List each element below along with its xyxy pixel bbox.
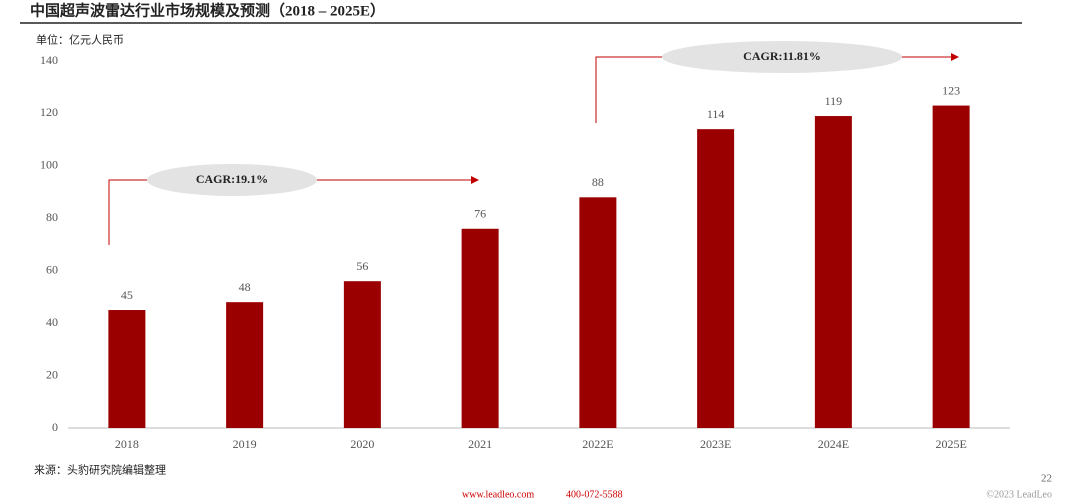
value-label: 123 xyxy=(942,83,960,97)
y-tick-label: 140 xyxy=(40,53,58,67)
bar xyxy=(343,281,381,428)
value-label: 114 xyxy=(707,107,725,121)
bar xyxy=(814,116,852,429)
x-tick-label: 2024E xyxy=(818,437,849,451)
value-label: 48 xyxy=(239,280,251,294)
value-label: 119 xyxy=(825,94,843,108)
cagr-ellipse xyxy=(147,164,317,196)
cagr-label: CAGR:19.1% xyxy=(196,172,268,186)
x-tick-label: 2022E xyxy=(582,437,613,451)
x-tick-label: 2019 xyxy=(233,437,257,451)
bar xyxy=(108,310,146,428)
unit-label: 单位：亿元人民币 xyxy=(36,33,124,47)
y-tick-label: 0 xyxy=(52,420,58,434)
copyright: ©2023 LeadLeo xyxy=(986,489,1052,500)
chart-title: 中国超声波雷达行业市场规模及预测（2018 – 2025E） xyxy=(30,1,385,19)
y-tick-label: 40 xyxy=(46,315,58,329)
y-tick-label: 60 xyxy=(46,262,58,276)
x-tick-label: 2025E xyxy=(935,437,966,451)
y-tick-label: 100 xyxy=(40,158,58,172)
bar xyxy=(226,302,264,428)
cagr-ellipse xyxy=(662,41,902,73)
value-label: 56 xyxy=(356,259,368,273)
x-tick-label: 2023E xyxy=(700,437,731,451)
y-tick-label: 20 xyxy=(46,367,58,381)
bar xyxy=(697,129,735,428)
source: 来源：头豹研究院编辑整理 xyxy=(34,463,166,477)
bar xyxy=(579,197,617,428)
y-tick-label: 120 xyxy=(40,105,58,119)
x-tick-label: 2021 xyxy=(468,437,492,451)
bar xyxy=(932,105,970,429)
phone: 400-072-5588 xyxy=(566,489,623,500)
value-label: 88 xyxy=(592,175,604,189)
cagr-arrow xyxy=(108,176,479,245)
website: www.leadleo.com xyxy=(462,489,534,500)
x-tick-label: 2018 xyxy=(115,437,139,451)
value-label: 45 xyxy=(121,288,133,302)
bar xyxy=(461,228,499,428)
value-label: 76 xyxy=(474,207,486,221)
page-number: 22 xyxy=(1041,473,1052,485)
y-tick-label: 80 xyxy=(46,210,58,224)
cagr-label: CAGR:11.81% xyxy=(743,49,821,63)
x-tick-label: 2020 xyxy=(350,437,374,451)
